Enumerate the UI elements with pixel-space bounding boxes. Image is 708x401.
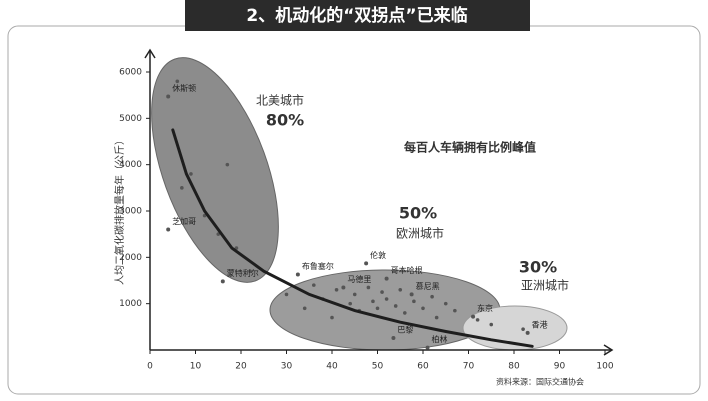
city-point (220, 279, 225, 284)
y-tick-label: 4000 (119, 160, 142, 170)
point (453, 308, 457, 313)
city-label: 香港 (532, 319, 548, 329)
city-point (409, 292, 414, 297)
city-label: 柏林 (432, 334, 448, 344)
point (521, 327, 525, 331)
x-tick-label: 10 (190, 362, 202, 372)
x-tick-label: 40 (326, 362, 338, 372)
point (412, 299, 416, 304)
point (403, 311, 407, 315)
point (225, 162, 230, 167)
point (398, 287, 403, 292)
axis-arrow (144, 48, 156, 59)
x-tick-label: 50 (372, 362, 384, 372)
x-tick-label: 60 (417, 362, 429, 372)
point (366, 285, 371, 290)
x-tick-label: 20 (235, 362, 247, 372)
annotation: 每百人车辆拥有比例峰值 (404, 140, 536, 155)
city-point (391, 335, 396, 340)
point (334, 287, 339, 292)
point (384, 297, 389, 301)
point (284, 292, 289, 297)
city-label: 哥本哈根 (391, 265, 423, 275)
point (393, 304, 398, 308)
group-share: 30% (519, 258, 557, 277)
point (248, 269, 252, 274)
city-label: 伦敦 (370, 250, 386, 260)
city-label: 东京 (477, 303, 493, 313)
y-tick-label: 3000 (119, 207, 142, 217)
point (375, 306, 380, 311)
y-axis-label: 人均二氧化碳排放量每年（公斤） (113, 135, 126, 285)
group-share: 80% (266, 111, 304, 130)
group-name: 欧洲城市 (396, 226, 444, 241)
point (489, 322, 494, 327)
city-point (525, 330, 530, 335)
y-tick-label: 5000 (119, 114, 142, 124)
source: 资料来源：国际交通协会 (496, 377, 584, 387)
city-label: 蒙特利尔 (227, 268, 259, 278)
x-tick-label: 80 (508, 362, 520, 372)
x-tick-label: 100 (596, 362, 613, 372)
point (302, 306, 307, 311)
point (443, 301, 448, 306)
trend-line (171, 128, 534, 348)
point (312, 283, 316, 287)
city-label: 休斯顿 (172, 83, 196, 93)
city-point (341, 285, 346, 290)
x-tick-label: 30 (281, 362, 293, 372)
point (475, 318, 480, 322)
group-ellipse (151, 57, 279, 283)
title-bar (185, 0, 530, 31)
city-point (384, 276, 389, 281)
point (175, 79, 180, 84)
point (434, 315, 439, 320)
y-tick-label: 1000 (119, 299, 142, 309)
point (371, 299, 375, 304)
city-label: 芝加哥 (172, 216, 196, 226)
point (189, 172, 193, 176)
x-tick-label: 90 (554, 362, 566, 372)
axis-arrow (603, 344, 614, 356)
group-name: 北美城市 (256, 93, 304, 108)
city-point (166, 227, 171, 232)
point (330, 315, 334, 320)
group-share: 50% (399, 204, 437, 223)
city-label: 马德里 (347, 274, 371, 284)
point (180, 186, 184, 190)
point (421, 306, 425, 311)
city-label: 布鲁塞尔 (302, 261, 334, 271)
city-point (425, 345, 430, 350)
city-point (295, 272, 300, 277)
city-point (166, 94, 171, 99)
group-name: 亚洲城市 (521, 278, 569, 293)
x-tick-label: 0 (147, 362, 153, 372)
point (348, 301, 353, 306)
y-tick-label: 2000 (119, 253, 142, 263)
point (352, 292, 357, 297)
city-point (471, 314, 476, 319)
chart-title: 2、机动化的“双拐点”已来临 (246, 5, 467, 26)
point (380, 290, 384, 294)
city-label: 慕尼黑 (416, 281, 440, 291)
y-tick-label: 6000 (119, 68, 142, 78)
city-label: 巴黎 (397, 324, 413, 334)
point (430, 294, 434, 299)
x-tick-label: 70 (463, 362, 475, 372)
city-point (364, 261, 369, 266)
